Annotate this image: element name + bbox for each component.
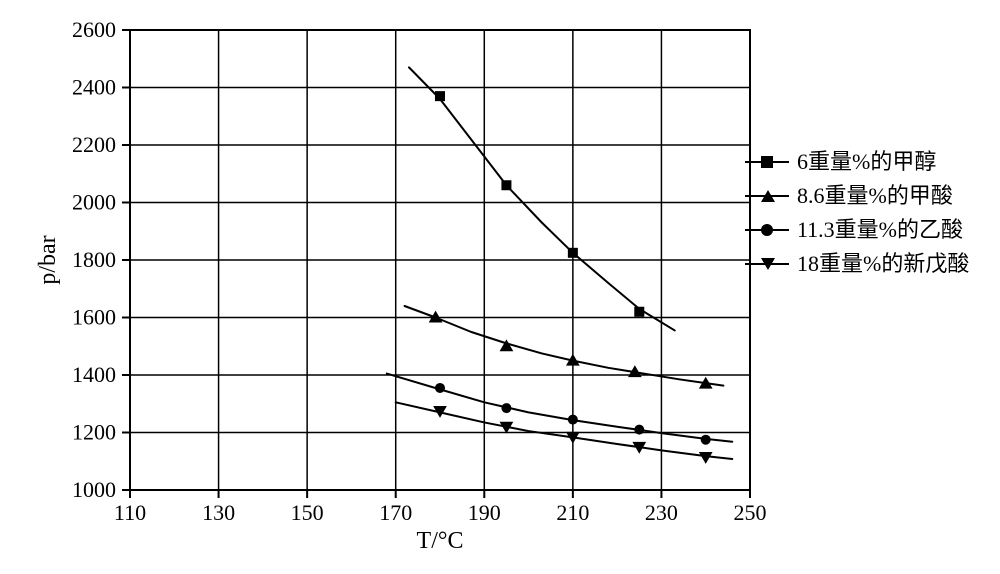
svg-text:2400: 2400 [72,75,116,100]
svg-text:2600: 2600 [72,17,116,42]
legend-label: 18重量%的新戊酸 [789,247,969,281]
legend-item: 18重量%的新戊酸 [745,247,969,281]
legend-item: 8.6重量%的甲酸 [745,179,969,213]
chart-legend: 6重量%的甲醇 8.6重量%的甲酸 11.3重量%的乙酸 18重量%的新戊酸 [745,145,969,281]
svg-text:190: 190 [468,500,501,525]
svg-text:1600: 1600 [72,305,116,330]
legend-marker [745,220,789,240]
svg-text:T/°C: T/°C [417,528,464,554]
svg-text:2000: 2000 [72,190,116,215]
legend-marker [745,186,789,206]
legend-item: 6重量%的甲醇 [745,145,969,179]
svg-text:130: 130 [202,500,235,525]
legend-marker [745,254,789,274]
svg-text:p/bar: p/bar [35,235,61,284]
pressure-temperature-chart: 110 130 150 170 190 210 230 250 1000 1200 1400 1600… [20,10,980,564]
svg-text:110: 110 [114,500,146,525]
triangle-down-icon [761,258,775,270]
svg-text:2200: 2200 [72,132,116,157]
legend-item: 11.3重量%的乙酸 [745,213,969,247]
circle-icon [761,224,773,236]
svg-text:150: 150 [291,500,324,525]
svg-text:170: 170 [379,500,412,525]
svg-text:250: 250 [734,500,767,525]
chart-svg: 110 130 150 170 190 210 230 250 1000 1200 1400 1600… [20,10,980,564]
svg-text:1800: 1800 [72,247,116,272]
svg-text:230: 230 [645,500,678,525]
svg-text:210: 210 [556,500,589,525]
legend-label: 8.6重量%的甲酸 [789,179,953,213]
svg-text:1200: 1200 [72,420,116,445]
triangle-up-icon [761,190,775,202]
svg-text:1400: 1400 [72,362,116,387]
legend-label: 6重量%的甲醇 [789,145,936,179]
svg-text:1000: 1000 [72,477,116,502]
legend-marker [745,152,789,172]
square-icon [761,156,773,168]
legend-label: 11.3重量%的乙酸 [789,213,963,247]
